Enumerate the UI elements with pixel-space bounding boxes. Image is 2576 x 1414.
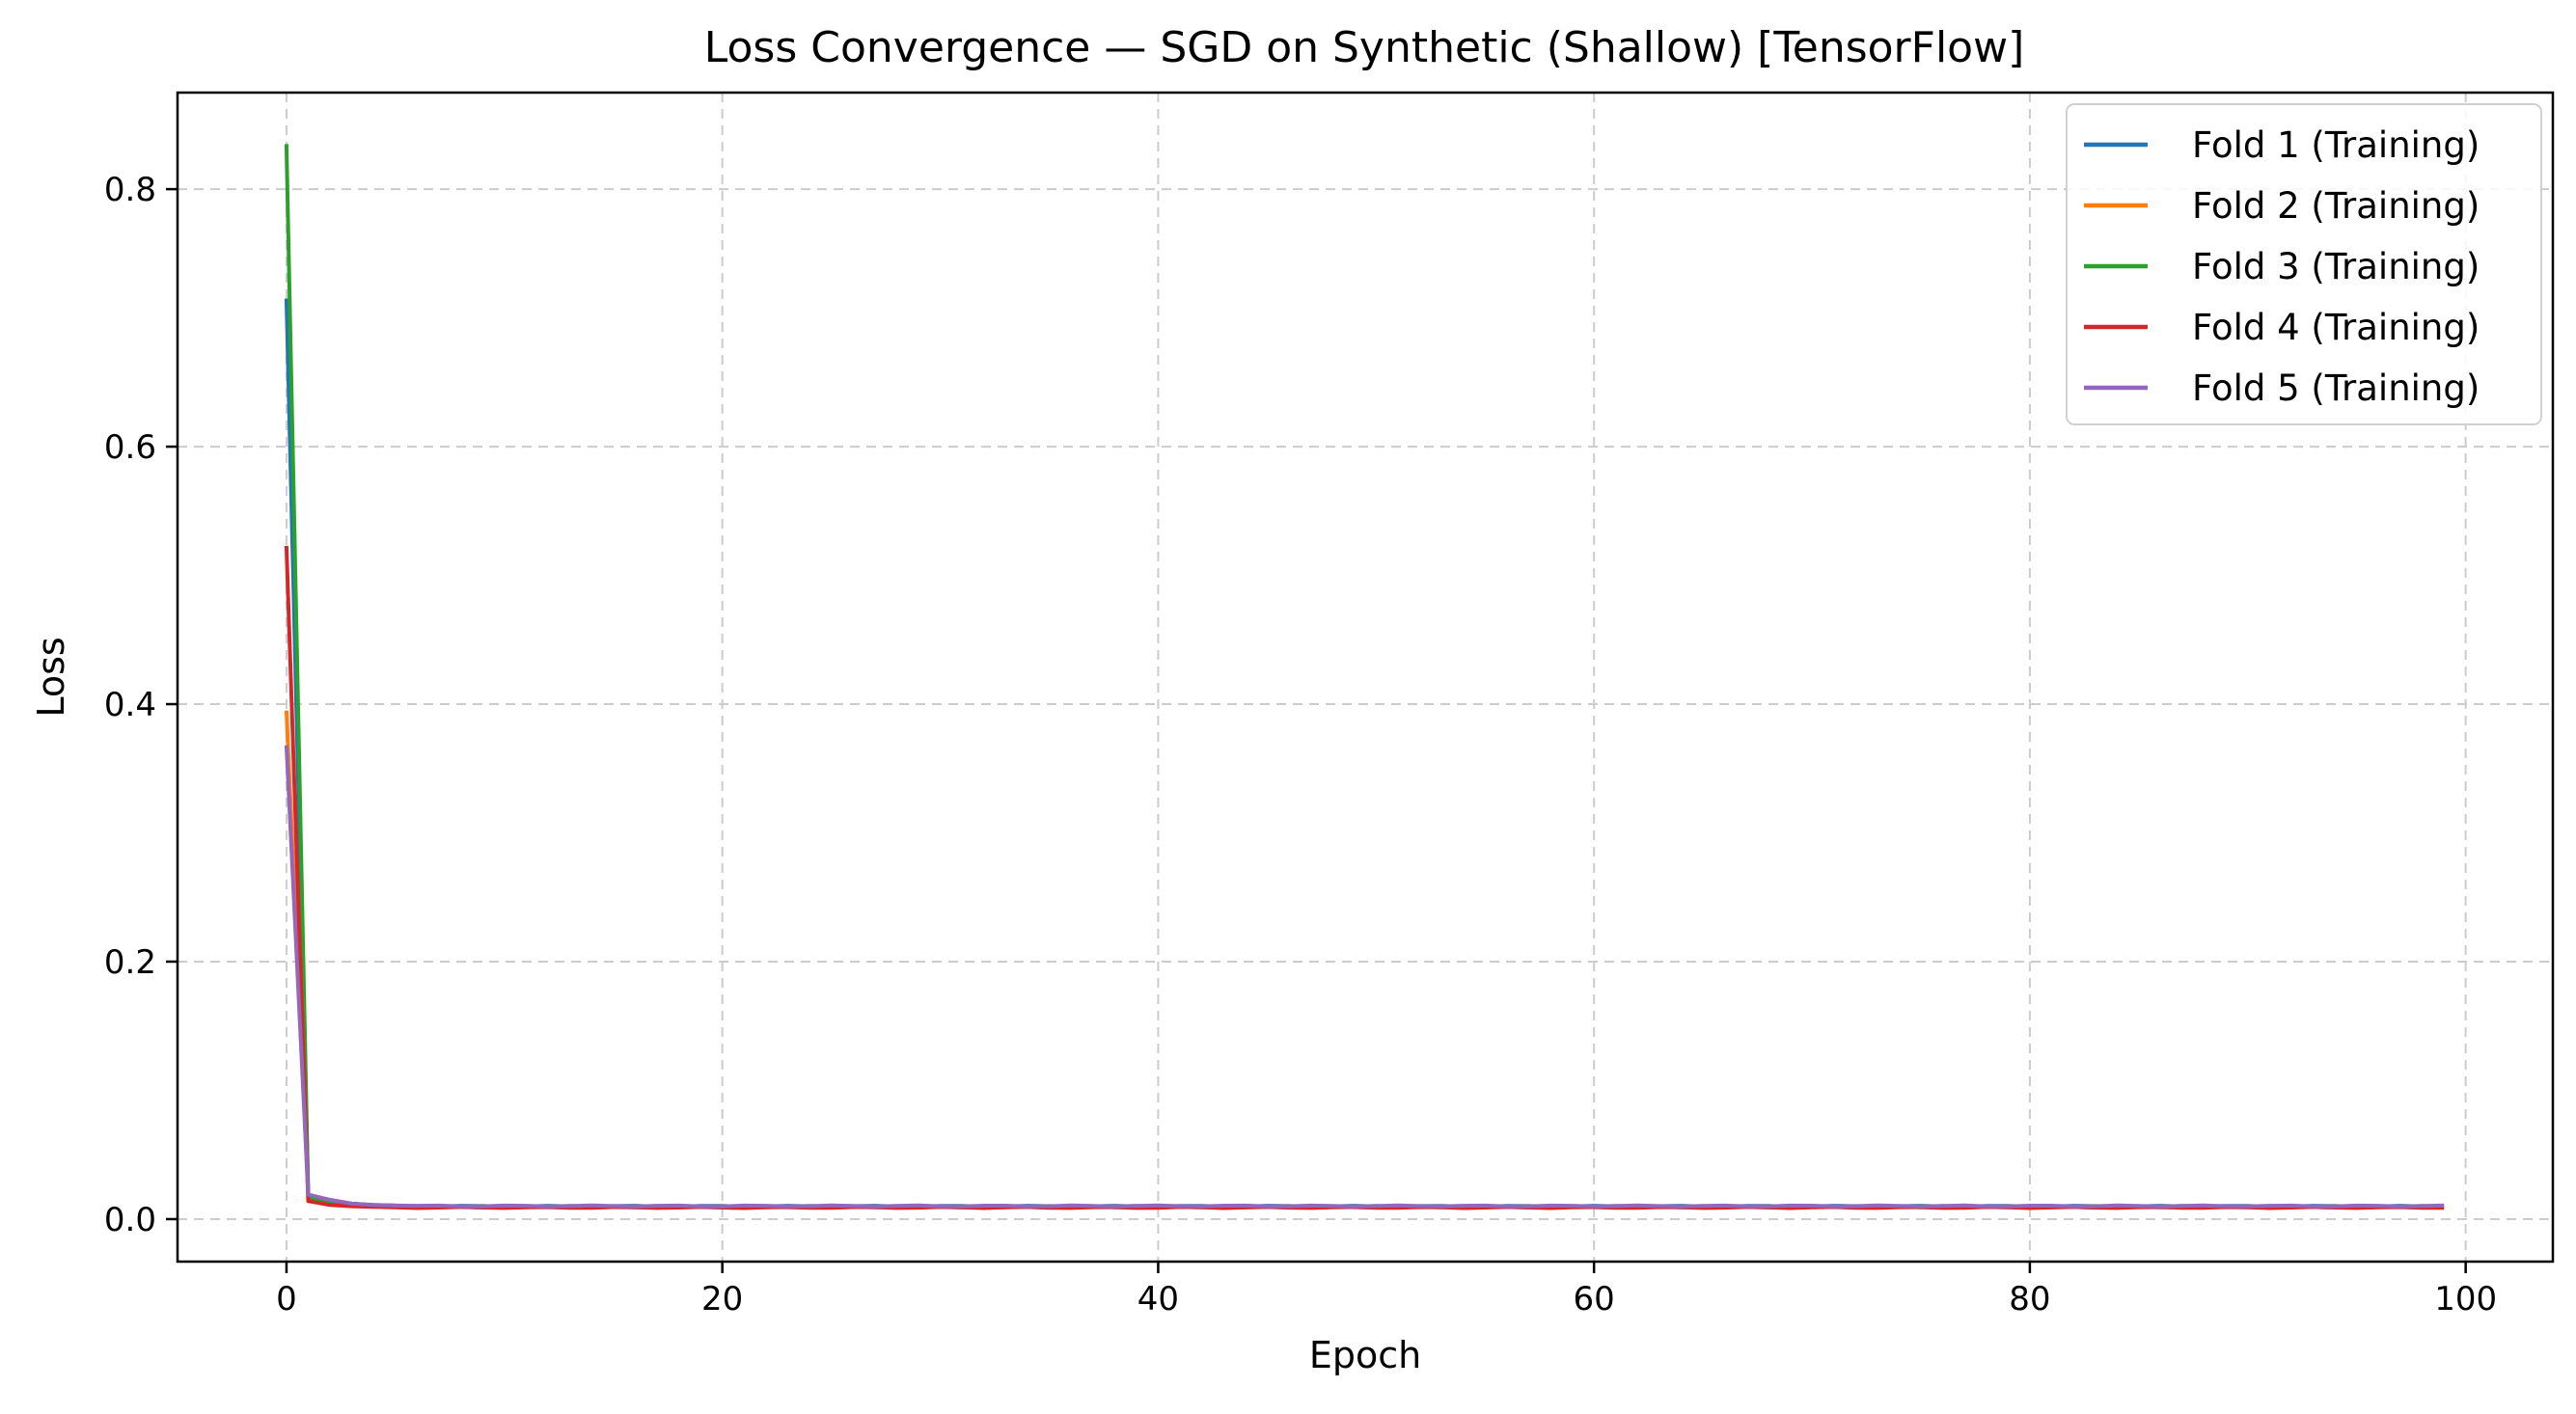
legend-label: Fold 4 (Training)	[2192, 307, 2480, 348]
legend-label: Fold 2 (Training)	[2192, 185, 2480, 227]
y-tick-label: 0.4	[104, 686, 156, 724]
legend-label: Fold 3 (Training)	[2192, 246, 2480, 287]
y-tick-label: 0.8	[104, 171, 156, 209]
legend-label: Fold 5 (Training)	[2192, 367, 2480, 409]
x-tick-label: 60	[1574, 1280, 1615, 1319]
grid-lines	[178, 93, 2553, 1262]
x-tick-label: 40	[1137, 1280, 1179, 1319]
legend: Fold 1 (Training) Fold 2 (Training) Fold 3…	[2066, 103, 2542, 425]
series-line-fold-4	[284, 545, 2445, 1210]
x-tick-label: 0	[276, 1280, 297, 1319]
axis-ticks: 0 20 40 60 80 100 0.0 0.2 0.4 0.6 0.8	[104, 171, 2497, 1319]
x-tick-label: 100	[2434, 1280, 2497, 1319]
legend-label: Fold 1 (Training)	[2192, 124, 2480, 166]
y-tick-label: 0.0	[104, 1201, 156, 1239]
series-line-fold-5	[284, 745, 2445, 1209]
y-tick-label: 0.2	[104, 943, 156, 982]
series-line-fold-1	[284, 298, 2445, 1210]
chart-title: Loss Convergence — SGD on Synthetic (Sha…	[704, 23, 2025, 72]
x-tick-label: 80	[2009, 1280, 2050, 1319]
y-tick-label: 0.6	[104, 428, 156, 467]
x-tick-label: 20	[701, 1280, 743, 1319]
plot-area-frame	[176, 91, 2555, 1264]
x-axis-label: Epoch	[1309, 1334, 1421, 1376]
series-line-fold-2	[284, 710, 2445, 1210]
legend-box	[2066, 103, 2542, 425]
y-axis-label: Loss	[30, 637, 72, 717]
series-lines	[284, 144, 2445, 1210]
